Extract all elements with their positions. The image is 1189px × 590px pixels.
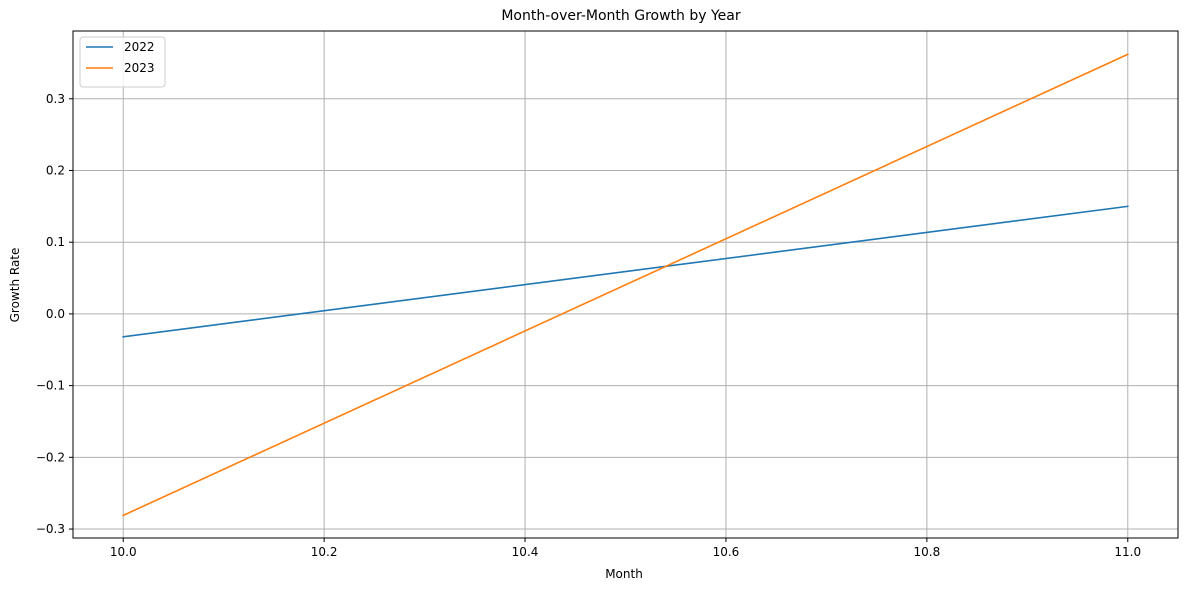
grid-lines: [73, 31, 1178, 538]
x-tick-label: 10.0: [110, 545, 137, 559]
y-tick-label: −0.1: [36, 379, 65, 393]
plot-area-frame: [72, 30, 1179, 539]
series-line-2023: [122, 53, 1129, 517]
x-axis-ticks: 10.0 10.2 10.4 10.6 10.8 11.0: [110, 538, 1141, 559]
y-tick-label: 0.3: [46, 92, 65, 106]
y-tick-label: −0.3: [36, 522, 65, 536]
x-tick-label: 11.0: [1114, 545, 1141, 559]
legend: 2022 2023: [79, 36, 166, 88]
y-tick-label: 0.1: [46, 235, 65, 249]
x-tick-label: 10.6: [713, 545, 740, 559]
x-axis-title: Month: [605, 567, 643, 581]
y-tick-label: −0.2: [36, 450, 65, 464]
y-tick-label: 0.0: [46, 307, 65, 321]
chart-title: Month-over-Month Growth by Year: [501, 8, 741, 24]
y-axis-title: Growth Rate: [8, 248, 22, 323]
series-lines: [122, 53, 1129, 517]
x-tick-label: 10.8: [914, 545, 941, 559]
legend-label-2023: 2023: [124, 61, 155, 75]
x-tick-label: 10.2: [311, 545, 338, 559]
y-axis-ticks: −0.3 −0.2 −0.1 0.0 0.1 0.2 0.3: [36, 92, 73, 536]
x-tick-label: 10.4: [512, 545, 539, 559]
legend-label-2022: 2022: [124, 40, 155, 54]
y-tick-label: 0.2: [46, 163, 65, 177]
legend-box: [79, 36, 166, 88]
series-line-2022: [122, 205, 1129, 338]
